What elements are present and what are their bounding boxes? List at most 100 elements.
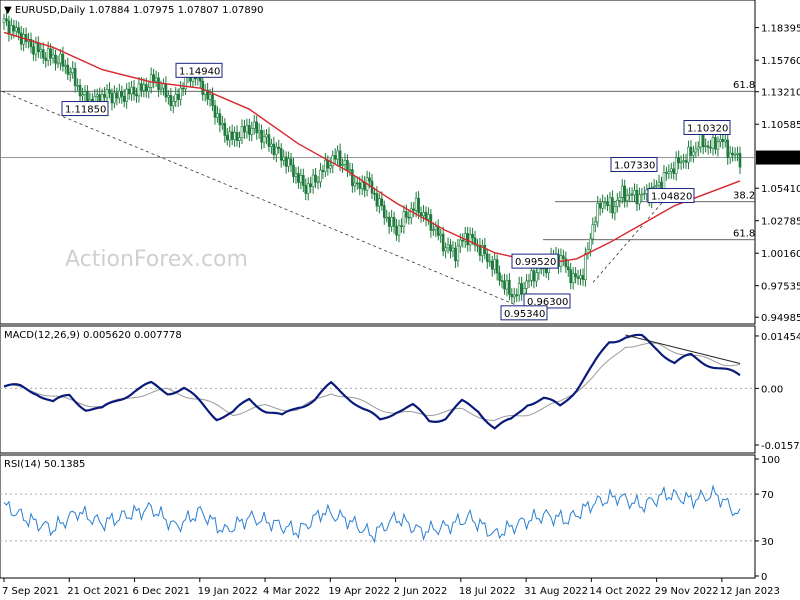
- candle-body: [373, 192, 376, 195]
- candle-body: [34, 42, 38, 55]
- candle-body: [405, 211, 408, 218]
- candle-body: [606, 201, 609, 207]
- candle-body: [738, 152, 742, 168]
- candle-body: [419, 212, 423, 217]
- candle-body: [721, 139, 725, 142]
- x-tick-label: 19 Jan 2022: [198, 586, 258, 597]
- candle-body: [481, 245, 484, 256]
- price-level-label: 1.04820: [651, 192, 692, 203]
- candle-body: [436, 226, 440, 236]
- candle-body: [709, 146, 712, 149]
- candle-body: [684, 160, 688, 163]
- candle-body: [417, 197, 420, 214]
- candle-body: [14, 27, 18, 32]
- candle-body: [56, 62, 60, 65]
- candle-body: [508, 280, 511, 295]
- candle-body: [677, 157, 680, 164]
- candle-body: [206, 89, 209, 100]
- candle-body: [137, 83, 141, 97]
- candle-body: [95, 94, 99, 97]
- candle-body: [490, 260, 494, 270]
- candle-body: [444, 247, 447, 252]
- candle-body: [73, 68, 77, 86]
- candle-body: [704, 145, 707, 148]
- candle-body: [510, 294, 514, 298]
- candle-body: [326, 160, 330, 169]
- candle-body: [171, 101, 175, 107]
- candle-body: [181, 87, 185, 90]
- candle-body: [360, 181, 364, 189]
- symbol-label: ▼ EURUSD,Daily 1.07884 1.07975 1.07807 1…: [4, 5, 263, 16]
- candle-body: [670, 168, 673, 172]
- candle-body: [562, 255, 565, 259]
- price-level-box: [610, 156, 658, 172]
- candle-body: [432, 229, 435, 231]
- candle-body: [616, 200, 619, 207]
- candle-body: [358, 182, 362, 189]
- candle-body: [424, 211, 428, 220]
- candle-body: [633, 190, 636, 196]
- candle-body: [638, 194, 641, 205]
- candle-body: [532, 270, 536, 282]
- candle-body: [44, 57, 48, 61]
- candle-body: [412, 208, 416, 211]
- price-tick-label: 1.00160: [761, 249, 800, 260]
- candle-body: [228, 131, 232, 141]
- candle-body: [483, 245, 487, 255]
- candle-body: [390, 216, 393, 227]
- candle-body: [640, 193, 644, 196]
- price-level-label: 1.07330: [614, 160, 655, 171]
- candle-body: [130, 86, 133, 95]
- price-level-label: 0.99520: [515, 257, 556, 268]
- candle-body: [270, 143, 273, 147]
- x-tick-label: 19 Apr 2022: [328, 586, 390, 597]
- price-level-box: [511, 253, 559, 269]
- x-tick-label: 2 Jun 2022: [394, 586, 448, 597]
- x-tick-label: 18 Jul 2022: [459, 586, 516, 597]
- candle-body: [468, 233, 472, 246]
- candle-body: [628, 193, 631, 196]
- candle-body: [275, 146, 278, 155]
- candle-body: [581, 275, 585, 280]
- candle-body: [407, 216, 411, 219]
- candle-body: [723, 139, 727, 142]
- candle-body: [54, 54, 57, 64]
- candle-body: [68, 72, 72, 75]
- candle-body: [679, 161, 683, 164]
- candle-body: [159, 87, 163, 90]
- candle-body: [731, 152, 734, 155]
- candle-body: [652, 186, 656, 188]
- candle-body: [674, 157, 678, 174]
- candle-body: [611, 197, 614, 214]
- candle-body: [5, 18, 8, 22]
- candle-body: [601, 201, 604, 209]
- candle-body: [382, 205, 386, 218]
- candle-body: [591, 224, 595, 240]
- candle-body: [289, 158, 293, 166]
- candle-body: [385, 216, 389, 219]
- candle-body: [667, 171, 671, 174]
- candle-body: [689, 146, 693, 156]
- rsi-series-group: 100 70 30 0: [0, 455, 780, 583]
- macd-line: [3, 333, 741, 430]
- candle-body: [466, 233, 469, 246]
- candle-body: [576, 276, 580, 279]
- candle-body: [503, 280, 506, 290]
- candle-body: [230, 131, 234, 140]
- candle-body: [297, 173, 300, 183]
- candle-body: [29, 39, 33, 48]
- macd-trend-line: [625, 334, 741, 364]
- candle-body: [225, 135, 229, 141]
- candle-body: [711, 137, 715, 149]
- price-tick-label: 0.97535: [761, 282, 800, 293]
- candle-body: [255, 121, 258, 134]
- candle-body: [46, 48, 50, 61]
- candle-body: [459, 239, 462, 247]
- candle-body: [598, 203, 602, 209]
- candle-body: [375, 193, 379, 207]
- candle-body: [505, 280, 509, 290]
- candle-body: [439, 233, 442, 236]
- candle-body: [520, 283, 523, 295]
- candle-body: [125, 88, 128, 102]
- macd-title: MACD(12,26,9) 0.005620 0.007778: [4, 330, 182, 341]
